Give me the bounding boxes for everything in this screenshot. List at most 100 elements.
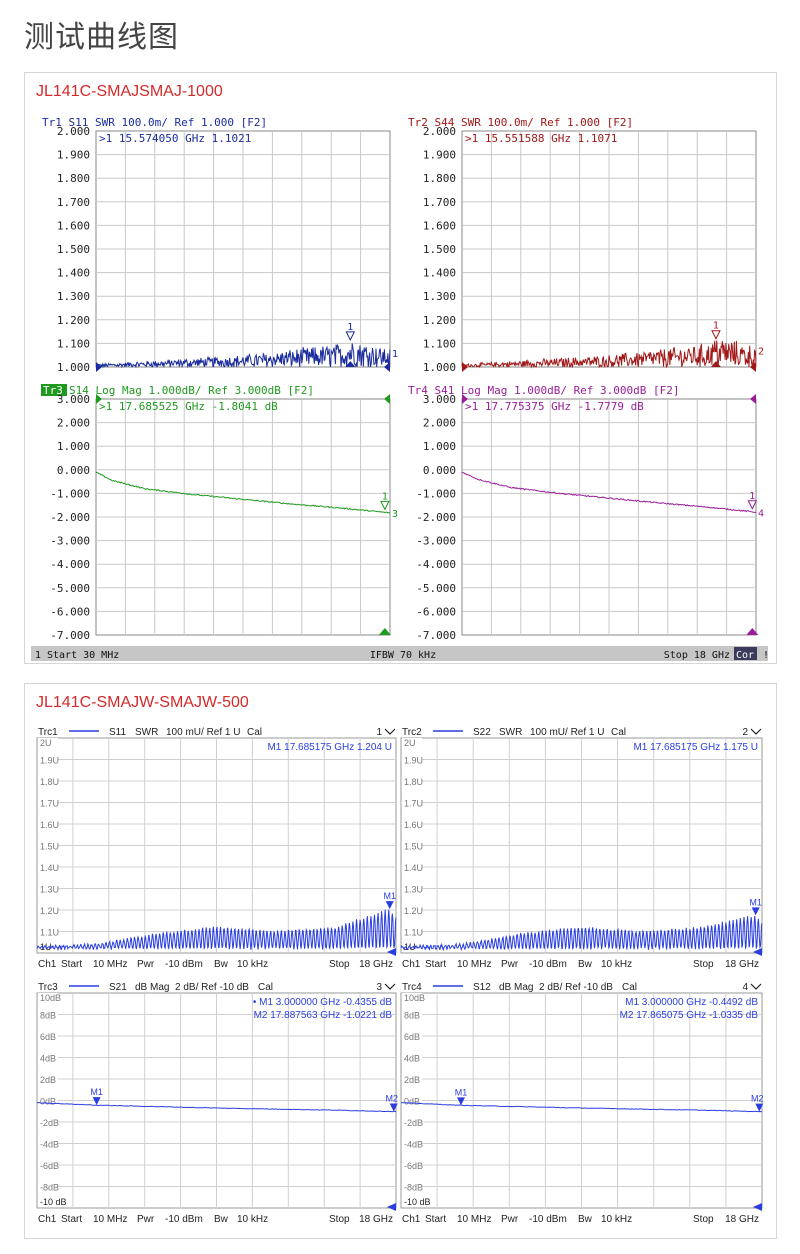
marker-label: M1 (90, 1087, 103, 1097)
footer-pwr-value: -10 dBm (165, 1214, 203, 1225)
status-ifbw: IFBW 70 kHz (370, 650, 436, 661)
y-tick-label: 1.600 (57, 219, 90, 232)
y-tick-label: 1.5U (404, 842, 423, 852)
y-tick-bg (38, 755, 58, 766)
y-tick-label: 2dB (404, 1075, 420, 1085)
footer-stop: Stop (329, 1214, 350, 1225)
ref-arrow-right (750, 394, 756, 404)
y-tick-label: 1.200 (423, 314, 456, 327)
trace-cal: Cal (622, 982, 637, 993)
status-bar-bg (31, 646, 768, 661)
y-tick-bg (38, 1118, 58, 1128)
marker-readout: >1 17.775375 GHz -1.7779 dB (465, 400, 644, 413)
footer-start-value: 10 MHz (457, 1214, 491, 1225)
y-tick-label: 1.6U (40, 820, 59, 830)
marker-label: M1 (383, 891, 396, 901)
status-cor: Cor (736, 650, 754, 661)
y-tick-label: 1.3U (404, 885, 423, 895)
y-tick-bg (402, 798, 422, 809)
footer-stop-value: 18 GHz (359, 1214, 393, 1225)
stop-indicator (753, 948, 762, 956)
y-tick-bg (402, 1096, 422, 1107)
marker-triangle (751, 907, 760, 916)
y-tick-bg (402, 1053, 422, 1064)
y-tick-label: 1.5U (40, 842, 59, 852)
y-tick-label: 0dB (404, 1097, 420, 1107)
trace-scale: 2 dB/ Ref -10 dB (539, 982, 613, 993)
trace-format: dB Mag (499, 982, 533, 993)
marker-triangle (385, 901, 394, 910)
y-tick-label: 1.500 (423, 243, 456, 256)
trace-panel-tr4: Tr4 S41 Log Mag 1.000dB/ Ref 3.000dB [F2… (408, 384, 764, 642)
y-tick-label: 2U (40, 738, 52, 748)
stop-indicator (753, 1203, 762, 1211)
footer-start: Start (61, 1214, 82, 1225)
marker-readout: >1 17.685525 GHz -1.8041 dB (99, 400, 278, 413)
footer-start: Start (425, 959, 446, 970)
ref-arrow-left (462, 362, 468, 372)
footer-bw-value: 10 kHz (601, 959, 632, 970)
y-tick-bg (38, 820, 58, 830)
y-tick-label: -1.000 (416, 487, 456, 500)
y-tick-label: -6dB (40, 1161, 59, 1171)
series-line (461, 340, 757, 369)
marker-readout: M1 17.685175 GHz 1.175 U (633, 742, 758, 753)
y-tick-label: 0dB (40, 1097, 56, 1107)
y-tick-label: 0.000 (57, 464, 90, 477)
marker-triangle (389, 1103, 398, 1112)
series-line (95, 471, 391, 514)
y-tick-label: -2.000 (416, 511, 456, 524)
footer-bw: Bw (214, 959, 229, 970)
y-tick-label: 1.1U (40, 928, 59, 938)
y-tick-label: 1.3U (40, 885, 59, 895)
trace-name: Trc3 (38, 982, 58, 993)
footer-bw-value: 10 kHz (237, 959, 268, 970)
footer-channel: Ch1 (38, 1214, 57, 1225)
trace-name: Trc2 (402, 727, 422, 738)
y-tick-label: 1.4U (404, 863, 423, 873)
y-tick-label: -1.000 (50, 487, 90, 500)
footer-pwr: Pwr (501, 1214, 519, 1225)
y-tick-bg (402, 1182, 422, 1193)
footer-pwr: Pwr (137, 1214, 155, 1225)
y-tick-bg (38, 863, 58, 873)
status-start: Start 30 MHz (47, 650, 119, 661)
trace-format: SWR (135, 727, 158, 738)
y-tick-label: 1.600 (423, 219, 456, 232)
y-tick-label: 1.900 (57, 149, 90, 162)
y-tick-bg (402, 1118, 422, 1128)
y-tick-label: -8dB (40, 1183, 59, 1193)
ref-arrow-left (462, 394, 468, 404)
marker-triangle (711, 330, 721, 340)
y-tick-bg (402, 841, 422, 852)
marker-label: M1 (749, 897, 762, 907)
y-tick-label: -4.000 (50, 558, 90, 571)
stop-indicator (387, 1203, 396, 1211)
y-tick-label: 0.000 (423, 464, 456, 477)
marker-number: 1 (713, 321, 719, 332)
chevron-down-icon (384, 983, 396, 990)
marker-triangle (380, 500, 390, 511)
y-tick-label: 1.8U (40, 777, 59, 787)
marker-triangle (92, 1097, 101, 1106)
trace-number: 4 (758, 508, 764, 519)
y-tick-label: -3.000 (416, 535, 456, 548)
y-tick-label: 2.000 (423, 125, 456, 138)
y-tick-label: 1.800 (423, 172, 456, 185)
series-line (400, 1102, 763, 1113)
y-tick-bg (38, 1196, 66, 1207)
y-tick-label: 1.2U (404, 906, 423, 916)
y-tick-bg (402, 738, 422, 748)
y-tick-label: 1.300 (57, 290, 90, 303)
y-tick-bg (402, 884, 422, 895)
trace-header-tag: Tr3 (43, 384, 63, 397)
y-tick-bg (38, 798, 58, 809)
trace-name: Trc1 (38, 727, 58, 738)
y-tick-label: 1.100 (57, 337, 90, 350)
y-tick-label: 1.7U (404, 799, 423, 809)
status-stop: Stop 18 GHz (664, 650, 730, 661)
marker-label: M2 (751, 1094, 764, 1104)
trace-scale: 2 dB/ Ref -10 dB (175, 982, 249, 993)
chevron-down-icon (750, 728, 762, 735)
page-title: 测试曲线图 (24, 20, 179, 55)
